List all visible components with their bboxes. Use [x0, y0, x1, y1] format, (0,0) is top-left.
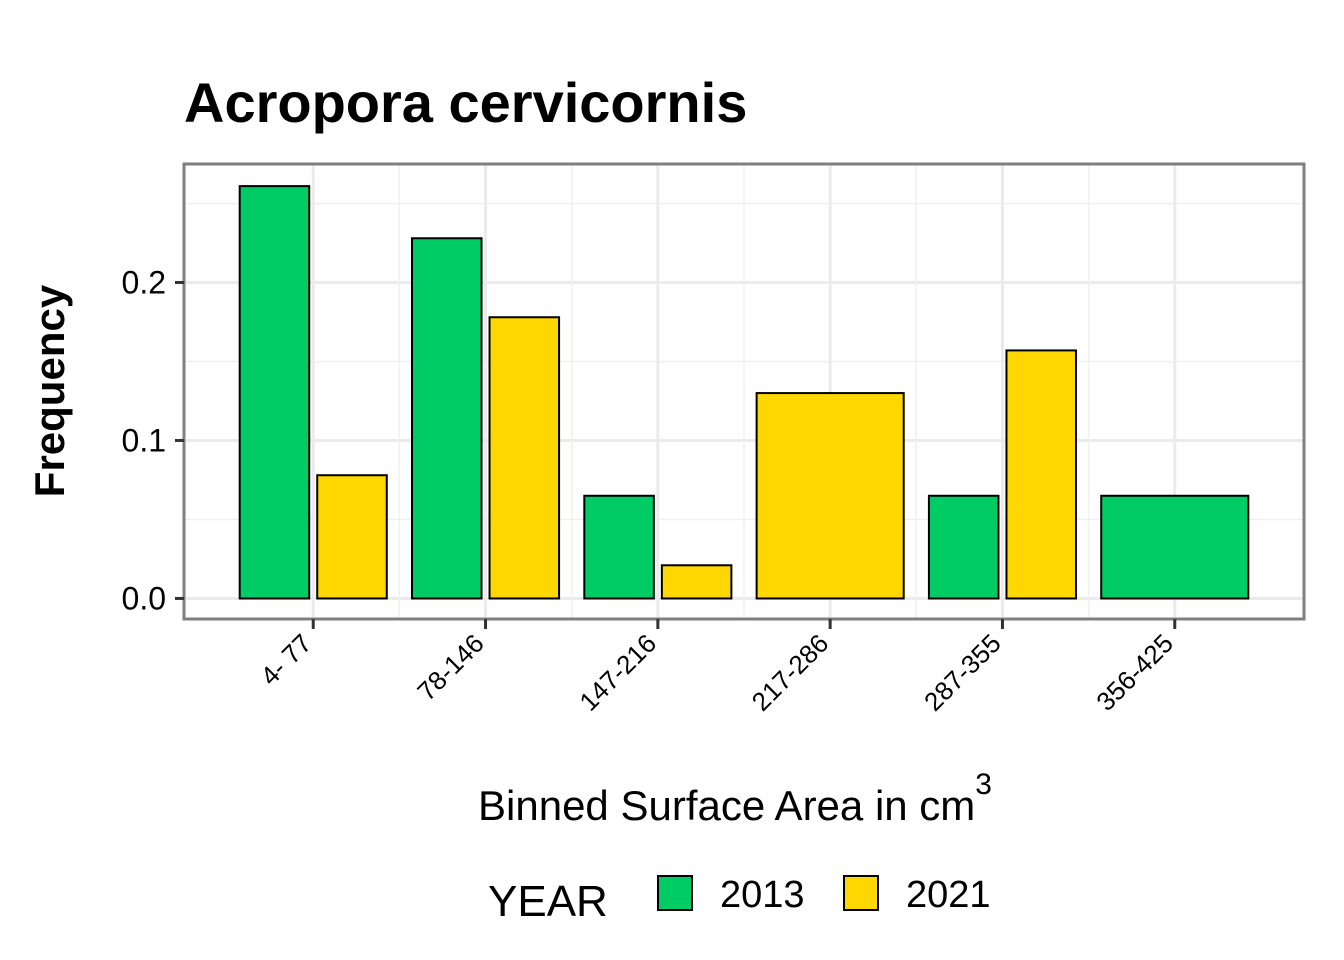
y-tick-label: 0.1	[122, 422, 166, 458]
legend-label-2013: 2013	[720, 874, 805, 916]
chart-title: Acropora cervicornis	[184, 71, 747, 134]
x-tick-label: 287-355	[918, 628, 1007, 717]
legend-items: 2013 2021	[657, 874, 991, 916]
bar-2013	[927, 494, 1000, 600]
x-axis-label-superscript: 3	[975, 768, 992, 801]
x-tick-label: 4- 77	[254, 628, 317, 691]
y-tick-label: 0.0	[122, 580, 166, 616]
bar-2021	[755, 392, 905, 600]
bars	[238, 185, 1250, 600]
bar-2021	[488, 316, 561, 600]
x-axis-label-text: Binned Surface Area in cm	[478, 782, 975, 829]
bar-2013	[411, 237, 483, 600]
legend-label-2021: 2021	[906, 874, 991, 916]
bar-2021	[660, 564, 733, 600]
x-tick-label: 78-146	[411, 628, 489, 706]
legend-swatch-2021	[843, 875, 879, 911]
legend-title: YEAR	[488, 877, 608, 926]
legend: YEAR 2013 2021	[488, 874, 991, 926]
bar-2013	[238, 185, 311, 600]
bar-2021	[1005, 349, 1078, 600]
y-axis-label: Frequency	[26, 284, 73, 497]
x-tick-label: 356-425	[1090, 628, 1179, 717]
panel-border	[182, 162, 1306, 621]
bar-2013	[583, 494, 655, 600]
x-tick-label: 217-286	[746, 628, 835, 717]
bar-2021	[316, 474, 388, 600]
grid-lines	[184, 164, 1304, 619]
x-axis: 4- 77 78-146 147-216 217-286 287-355 356-425	[254, 619, 1179, 717]
y-tick-label: 0.2	[122, 264, 166, 300]
bar-2013	[1100, 494, 1250, 600]
x-tick-label: 147-216	[573, 628, 662, 717]
plot-panel	[182, 162, 1306, 621]
x-axis-label: Binned Surface Area in cm3	[478, 768, 992, 829]
y-axis: 0.0 0.1 0.2	[122, 264, 184, 616]
legend-swatch-2013	[657, 875, 693, 911]
